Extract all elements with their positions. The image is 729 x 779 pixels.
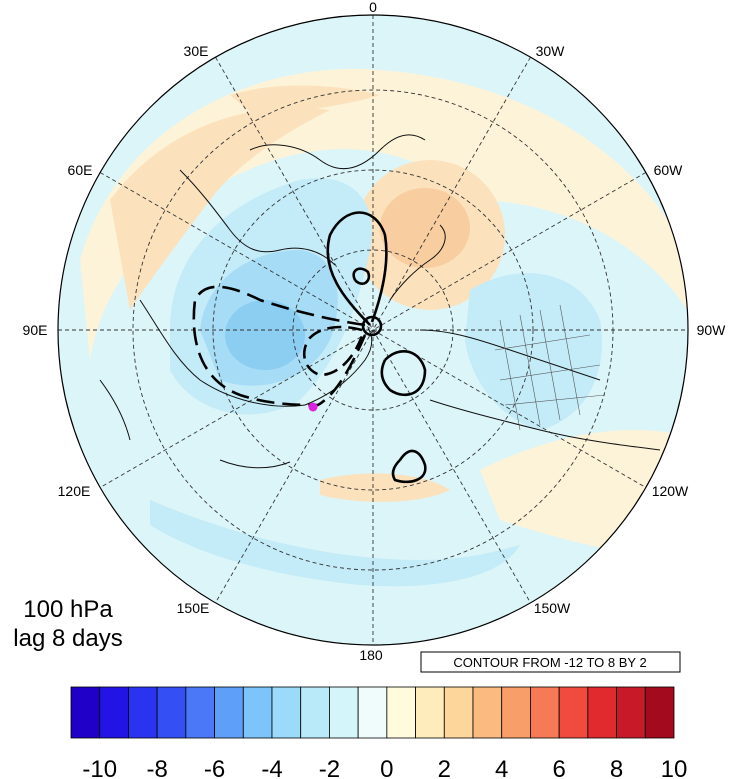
lon-label-180: 180 (359, 647, 383, 663)
colorbar-swatch (214, 686, 244, 739)
negative-contour-siberia (192, 285, 367, 407)
us-states-grid (494, 304, 606, 431)
panel-lag: lag 8 days (13, 625, 122, 652)
colorbar-swatch (472, 686, 503, 739)
lon-label-60e: 60E (68, 162, 93, 178)
colorbar-swatch (530, 686, 560, 739)
positive-lobe-asia (110, 107, 330, 310)
colorbar-label: -10 (82, 756, 117, 779)
colorbar-swatch (185, 686, 215, 739)
negative-region-canada (465, 273, 602, 430)
lon-label-90e: 90E (23, 322, 48, 338)
colorbar-swatch (616, 686, 646, 739)
colorbar-swatch (300, 686, 330, 739)
colorbar-label: -8 (146, 756, 167, 779)
lon-label-30e: 30E (184, 43, 209, 59)
colorbar-label: -6 (204, 756, 225, 779)
colorbar-swatch (415, 686, 445, 739)
positive-contour-north (326, 211, 388, 326)
colorbar-swatch (128, 686, 158, 739)
colorbar-label: 10 (661, 756, 688, 779)
colorbar-swatch (501, 686, 531, 739)
lon-label-150e: 150E (177, 600, 210, 616)
colorbar-swatch (558, 686, 589, 739)
lon-label-0: 0 (369, 0, 377, 15)
colorbar-swatch (242, 686, 273, 739)
panel-level: 100 hPa (23, 596, 113, 623)
graticule (58, 15, 688, 645)
colorbar-label: 8 (610, 756, 623, 779)
negative-center-siberia (225, 300, 305, 370)
lon-label-60w: 60W (654, 162, 684, 178)
contour-info-box: CONTOUR FROM -12 TO 8 BY 2 (420, 651, 681, 673)
positive-lobe-europe (230, 85, 380, 120)
contour-info-text: CONTOUR FROM -12 TO 8 BY 2 (453, 655, 646, 670)
colorbar-swatch (357, 686, 388, 739)
lon-label-30w: 30W (536, 43, 566, 59)
lon-label-150w: 150W (534, 600, 571, 616)
colorbar-swatch (70, 686, 101, 739)
positive-contour-pacific (391, 449, 427, 484)
lon-label-90w: 90W (697, 322, 727, 338)
lon-label-120w: 120W (652, 483, 689, 499)
colorbar-swatch (156, 686, 187, 739)
colorbar (70, 686, 675, 739)
negative-contour-inner (303, 325, 364, 377)
colorbar-swatch (587, 686, 617, 739)
colorbar-swatch (329, 686, 359, 739)
contours (192, 211, 427, 484)
marker-point (308, 402, 318, 412)
colorbar-swatch (271, 686, 302, 739)
colorbar-label: 4 (495, 756, 508, 779)
colorbar-label: -2 (319, 756, 340, 779)
positive-contour-east (380, 350, 427, 396)
colorbar-swatch (443, 686, 474, 739)
lon-label-120e: 120E (58, 483, 91, 499)
negative-arc-pacific (150, 500, 520, 587)
colorbar-label: -4 (261, 756, 282, 779)
globe-outline (57, 14, 689, 646)
colorbar-labels: -10 -8 -6 -4 -2 0 2 4 6 8 10 (82, 756, 687, 779)
colorbar-swatch (644, 686, 675, 739)
colorbar-label: 6 (552, 756, 565, 779)
colorbar-swatch (386, 686, 416, 739)
positive-contour-small (352, 267, 371, 285)
positive-center-atlantic-inner (380, 188, 470, 268)
colorbar-label: 2 (438, 756, 451, 779)
colorbar-label: 0 (380, 756, 393, 779)
colorbar-swatch (99, 686, 129, 739)
